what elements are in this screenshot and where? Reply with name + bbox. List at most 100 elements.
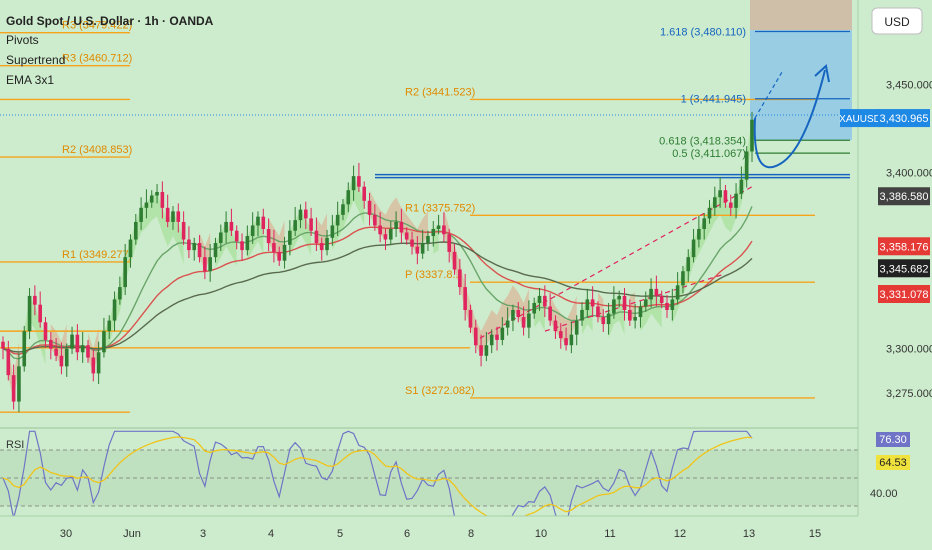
candle-body <box>707 207 712 219</box>
candle-body <box>596 306 600 318</box>
indicator-pivots[interactable]: Pivots <box>6 33 39 47</box>
candle-body <box>165 207 170 222</box>
candle-body <box>723 190 728 203</box>
candle-body <box>335 214 340 226</box>
x-tick-label: 13 <box>743 528 755 540</box>
candle-body <box>309 218 313 231</box>
candle-body <box>479 345 483 356</box>
candle-body <box>144 202 149 208</box>
candle-body <box>633 317 637 321</box>
candle-body <box>394 221 398 229</box>
candle-body <box>580 309 584 321</box>
candle-body <box>686 257 691 272</box>
candle-body <box>447 234 452 252</box>
candle-body <box>468 309 473 328</box>
candle-body <box>675 285 680 300</box>
candle-body <box>473 327 478 346</box>
candle-body <box>670 299 675 310</box>
candle-body <box>298 209 303 221</box>
candle-body <box>638 306 643 318</box>
candle-body <box>325 237 329 251</box>
indicator-ema[interactable]: EMA 3x1 <box>6 73 54 87</box>
candle-body <box>728 202 733 208</box>
candle-body <box>691 239 696 258</box>
candle-body <box>197 243 202 258</box>
candle-body <box>553 320 558 332</box>
ema-mid-line <box>2 226 753 355</box>
candle-body <box>303 209 308 219</box>
candle-body <box>351 176 356 191</box>
candle-body <box>643 299 648 307</box>
x-tick-label: 5 <box>337 528 343 540</box>
fib-label: 1 (3,441.945) <box>681 94 746 106</box>
candle-body <box>218 232 223 244</box>
price-tag-text: 3,345.682 <box>880 263 929 275</box>
candle-body <box>272 243 276 252</box>
candle-body <box>585 299 590 310</box>
candle-body <box>564 338 568 346</box>
projection-arrowhead <box>814 64 830 83</box>
candle-body <box>330 225 335 238</box>
currency-button[interactable] <box>871 7 923 35</box>
rsi-line <box>2 430 753 516</box>
candle-body <box>558 331 563 339</box>
candle-body <box>516 309 521 318</box>
candle-body <box>112 299 117 321</box>
candle-body <box>622 295 627 310</box>
candle-body <box>654 288 659 296</box>
candle-body <box>436 225 441 229</box>
price-tag <box>878 237 930 256</box>
candle-body <box>245 236 250 251</box>
candle-body <box>458 269 462 288</box>
candle-body <box>314 230 319 244</box>
candle-body <box>383 234 388 240</box>
candle-body <box>442 225 446 235</box>
symbol-tag-text: XAUUSD <box>839 114 881 125</box>
rsi-level-text: 40.00 <box>870 488 898 500</box>
projection-arrow <box>753 69 826 169</box>
candle-body <box>102 331 106 353</box>
candle-body <box>543 295 547 307</box>
candle-body <box>261 216 266 229</box>
candle-body <box>59 355 64 367</box>
candle-body <box>574 320 579 335</box>
indicator-supertrend[interactable]: Supertrend <box>6 53 65 67</box>
price-tag-text: 3,386.580 <box>880 191 929 203</box>
candle-body <box>378 225 382 235</box>
pivot-label: R3 (3479.422) <box>62 20 132 32</box>
candle-body <box>505 320 510 328</box>
currency-button-label[interactable]: USD <box>884 15 910 29</box>
candle-body <box>500 327 505 340</box>
channel-lower-line <box>544 274 723 332</box>
x-tick-label: 3 <box>200 528 206 540</box>
candle-body <box>64 348 69 367</box>
candle-body <box>277 251 282 261</box>
candle-body <box>463 287 467 310</box>
candle-body <box>160 191 165 208</box>
candle-body <box>134 221 138 240</box>
candle-body <box>282 244 287 261</box>
candle-body <box>256 216 260 226</box>
candle-body <box>362 186 367 201</box>
x-tick-label: 12 <box>674 528 686 540</box>
candle-body <box>548 306 552 321</box>
x-tick-label: 10 <box>535 528 547 540</box>
candle-body <box>266 228 271 244</box>
x-tick-label: 30 <box>60 528 72 540</box>
candle-body <box>452 251 457 270</box>
candle-body <box>213 243 218 258</box>
candle-body <box>341 204 345 215</box>
rsi-value-tag <box>876 432 910 447</box>
pivot-label: R2 (3441.523) <box>405 86 475 98</box>
fib-label: 0.618 (3,418.354) <box>659 135 746 147</box>
candle-body <box>171 211 175 222</box>
candle-body <box>22 331 27 367</box>
candle-body <box>118 287 122 300</box>
candle-body <box>80 345 85 353</box>
candle-body <box>139 207 143 222</box>
candle-body <box>718 190 722 198</box>
candle-body <box>367 200 372 215</box>
price-tag-text: 3,358.176 <box>880 241 929 253</box>
